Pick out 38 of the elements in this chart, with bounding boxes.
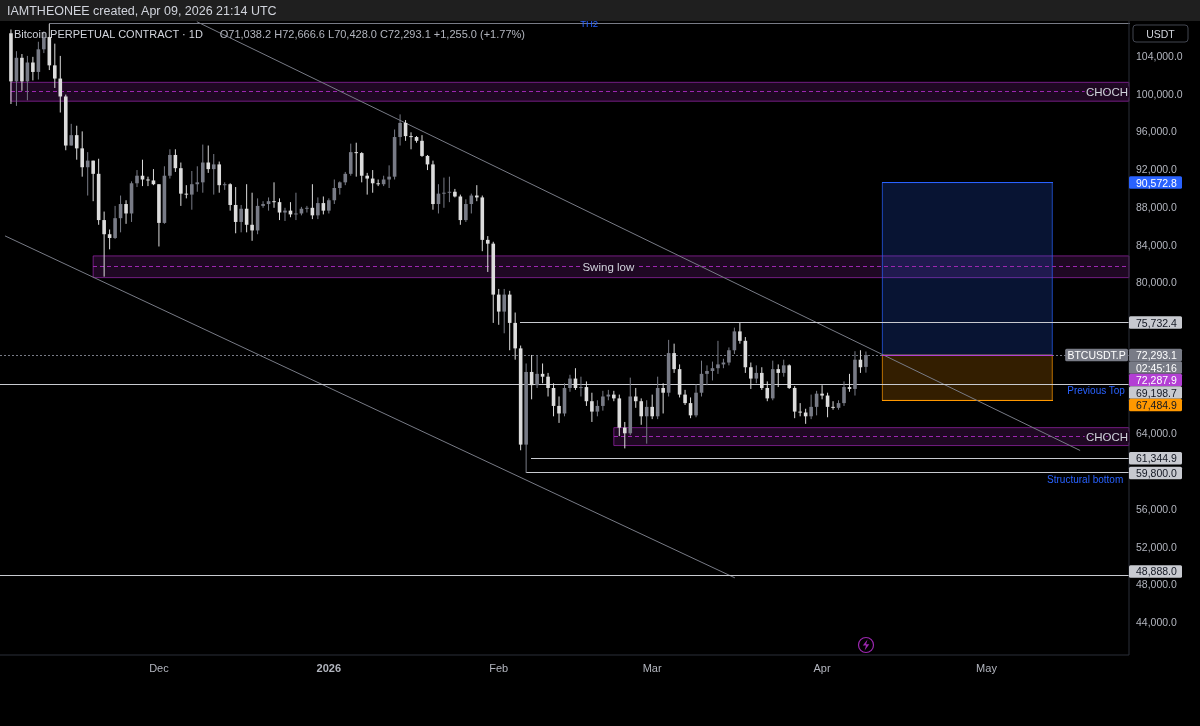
y-tick-label: 96,000.0: [1136, 125, 1178, 138]
text: IAMTHEONEE created, Apr 09, 2026 21:14 UTC: [7, 4, 277, 18]
x-tick-label: Dec: [149, 662, 170, 674]
data-label: 75,732.4: [1136, 316, 1178, 329]
y-tick-label: 44,000.0: [1136, 615, 1178, 628]
data-label: 72,293.1: [1136, 349, 1178, 362]
y-tick-label: 52,000.0: [1136, 540, 1178, 553]
y-tick-label: 48,000.0: [1136, 578, 1178, 591]
data-label: 61,344.9: [1136, 452, 1178, 465]
series-label: TH2: [580, 18, 599, 30]
annotation: Previous Top: [1067, 385, 1126, 397]
y-axis-title: USDT: [1146, 27, 1176, 40]
x-tick-label: May: [976, 662, 998, 674]
x-tick-label: Mar: [642, 662, 662, 674]
x-tick-label: 2026: [316, 662, 342, 674]
y-tick-label: 104,000.0: [1136, 49, 1183, 62]
annotation: CHOCH: [1085, 85, 1129, 98]
y-tick-label: 64,000.0: [1136, 427, 1178, 440]
text: 67,484.9: [1136, 399, 1178, 412]
data-label: 48,888.0: [1136, 565, 1178, 578]
text: 02:45:16: [1136, 361, 1178, 374]
y-tick-label: 80,000.0: [1136, 276, 1178, 289]
y-tick-label: 100,000.0: [1136, 87, 1183, 100]
text: 72,287.9: [1136, 374, 1178, 387]
y-tick-label: 88,000.0: [1136, 200, 1178, 213]
annotation: CHOCH: [1085, 430, 1129, 443]
data-label: 69,198.7: [1136, 386, 1178, 399]
annotation: Structural bottom: [1047, 474, 1124, 486]
y-tick-label: 56,000.0: [1136, 502, 1178, 515]
text: 90,572.8: [1136, 176, 1178, 189]
text: O71,038.2 H72,666.6 L70,428.0 C72,293.1 +1,255.0 (+1.77%): [219, 28, 525, 40]
text: Bitcoin PERPETUAL CONTRACT · 1D: [14, 28, 203, 40]
x-tick-label: Feb: [489, 662, 509, 674]
series-label: BTCUSDT.P: [1067, 349, 1126, 362]
y-tick-label: 92,000.0: [1136, 163, 1178, 176]
y-tick-label: 84,000.0: [1136, 238, 1178, 251]
x-tick-label: Apr: [813, 662, 831, 674]
data-label: 59,800.0: [1136, 466, 1178, 479]
